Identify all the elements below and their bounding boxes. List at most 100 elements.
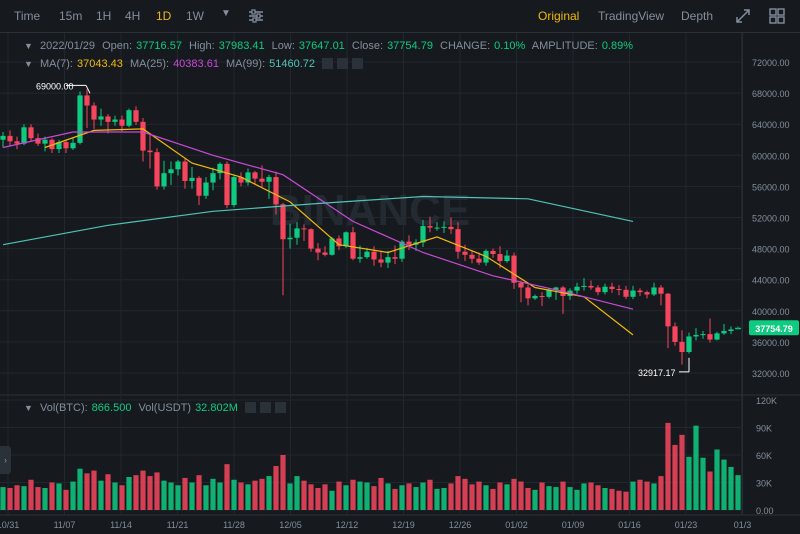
volume-info-line: ▼ Vol(BTC): 866.500 Vol(USDT) 32.802M <box>24 402 290 414</box>
candle-body <box>714 333 720 340</box>
candle-body <box>532 296 538 299</box>
close-value: 37754.79 <box>387 40 433 52</box>
date-tick-label: 10/31 <box>0 520 19 530</box>
view-tradingview[interactable]: TradingView <box>598 9 665 23</box>
volume-bar <box>476 481 482 510</box>
volume-bar <box>504 484 510 510</box>
grid-layout-icon[interactable] <box>769 8 785 24</box>
volume-bar <box>693 425 699 510</box>
volume-bar <box>140 470 146 510</box>
candle-body <box>616 289 622 291</box>
volume-bar <box>679 434 685 510</box>
volume-bar <box>259 478 265 510</box>
candle-body <box>490 250 496 255</box>
volume-bar <box>84 473 90 510</box>
candle-body <box>672 326 678 342</box>
candle-body <box>105 116 111 122</box>
volume-bar <box>658 476 664 510</box>
ma-line <box>2 195 634 246</box>
timeframe-time[interactable]: Time <box>14 9 41 23</box>
candle-body <box>259 178 265 182</box>
more-timeframes-caret-icon[interactable]: ▼ <box>221 8 231 19</box>
candle-body <box>147 150 153 153</box>
candle-body <box>224 163 230 206</box>
vol-visibility-icon[interactable] <box>244 402 256 413</box>
volume-bar <box>105 474 111 510</box>
volume-bar <box>455 476 461 510</box>
candle-body <box>385 257 391 263</box>
ma-visibility-icon[interactable] <box>322 58 334 69</box>
sidebar-expand-handle[interactable]: › <box>0 446 11 474</box>
candle-body <box>497 254 503 262</box>
timeframe-1w[interactable]: 1W <box>186 9 204 23</box>
view-depth[interactable]: Depth <box>681 9 714 23</box>
date-tick-label: 11/21 <box>167 520 189 530</box>
candle-body <box>462 251 468 255</box>
candle-body <box>0 135 6 140</box>
top-toolbar: Time 15m 1H 4H 1D 1W ▼ Original TradingV… <box>0 0 800 33</box>
volume-bar <box>490 488 496 510</box>
candle-body <box>196 177 202 196</box>
volume-tick-label: 60K <box>756 451 772 461</box>
volume-bar <box>588 482 594 510</box>
vol-btc-value: 866.500 <box>91 402 132 414</box>
volume-bar <box>301 480 307 510</box>
candle-body <box>721 331 727 334</box>
volume-bar <box>168 482 174 510</box>
candle-body <box>329 238 335 255</box>
volume-bar <box>532 489 538 510</box>
volume-bar <box>245 484 251 510</box>
timeframe-15m[interactable]: 15m <box>59 9 83 23</box>
volume-bar <box>28 479 34 510</box>
date-tick-label: 11/07 <box>54 520 76 530</box>
candle-body <box>609 286 615 290</box>
volume-bar <box>294 476 300 510</box>
vol-usdt-label: Vol(USDT) <box>138 402 192 414</box>
volume-bar <box>119 485 125 510</box>
volume-bar <box>714 449 720 510</box>
volume-bar <box>553 487 559 510</box>
open-label: Open: <box>102 40 133 52</box>
view-original[interactable]: Original <box>538 9 580 23</box>
vol-close-icon[interactable] <box>274 402 286 413</box>
price-tick-label: 48000.00 <box>752 245 790 255</box>
timeframe-1d[interactable]: 1D <box>156 9 172 23</box>
timeframe-1h[interactable]: 1H <box>96 9 112 23</box>
volume-bar <box>315 488 321 510</box>
ma-settings-icon[interactable] <box>337 58 349 69</box>
indicator-settings-icon[interactable] <box>248 9 264 23</box>
candle-body <box>70 142 76 149</box>
volume-bar <box>21 486 27 510</box>
timeframe-4h[interactable]: 4H <box>125 9 141 23</box>
vol-settings-icon[interactable] <box>259 402 271 413</box>
candle-body <box>77 95 83 143</box>
ma-line <box>44 128 634 336</box>
candle-body <box>595 287 601 293</box>
volume-bar <box>238 482 244 510</box>
volume-bar <box>672 444 678 510</box>
candle-body <box>154 152 160 187</box>
fullscreen-icon[interactable] <box>735 8 751 24</box>
vol-usdt-value: 32.802M <box>195 402 238 414</box>
volume-bar <box>567 487 573 510</box>
candle-body <box>364 251 370 258</box>
candle-body <box>406 241 412 245</box>
date-tick-label: 01/3 <box>734 520 752 530</box>
low-annotation: 32917.17 <box>638 368 676 378</box>
volume-bar <box>595 485 601 510</box>
volume-tick-label: 30K <box>756 479 772 489</box>
volume-bar <box>252 480 258 510</box>
candle-body <box>553 287 559 290</box>
volume-bar <box>441 488 447 510</box>
date-tick-label: 01/23 <box>675 520 698 530</box>
volume-bar <box>203 485 209 510</box>
candle-body <box>728 329 734 332</box>
volume-bar <box>427 479 433 510</box>
volume-bar <box>399 485 405 510</box>
price-tick-label: 60000.00 <box>752 151 790 161</box>
ma-close-icon[interactable] <box>352 58 364 69</box>
candle-body <box>637 290 643 293</box>
volume-bar <box>420 482 426 510</box>
candle-body <box>301 228 307 230</box>
